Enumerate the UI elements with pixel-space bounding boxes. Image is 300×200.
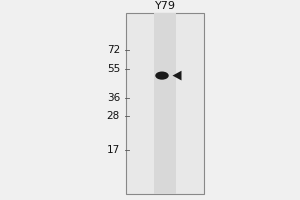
Bar [126, 13, 204, 194]
Text: 55: 55 [107, 64, 120, 74]
Polygon shape [172, 71, 182, 80]
Text: 28: 28 [107, 111, 120, 121]
Text: Y79: Y79 [154, 1, 176, 11]
Text: 17: 17 [107, 145, 120, 155]
Ellipse shape [155, 72, 169, 80]
Bar [154, 13, 176, 194]
Text: 36: 36 [107, 93, 120, 103]
Text: 72: 72 [107, 45, 120, 55]
